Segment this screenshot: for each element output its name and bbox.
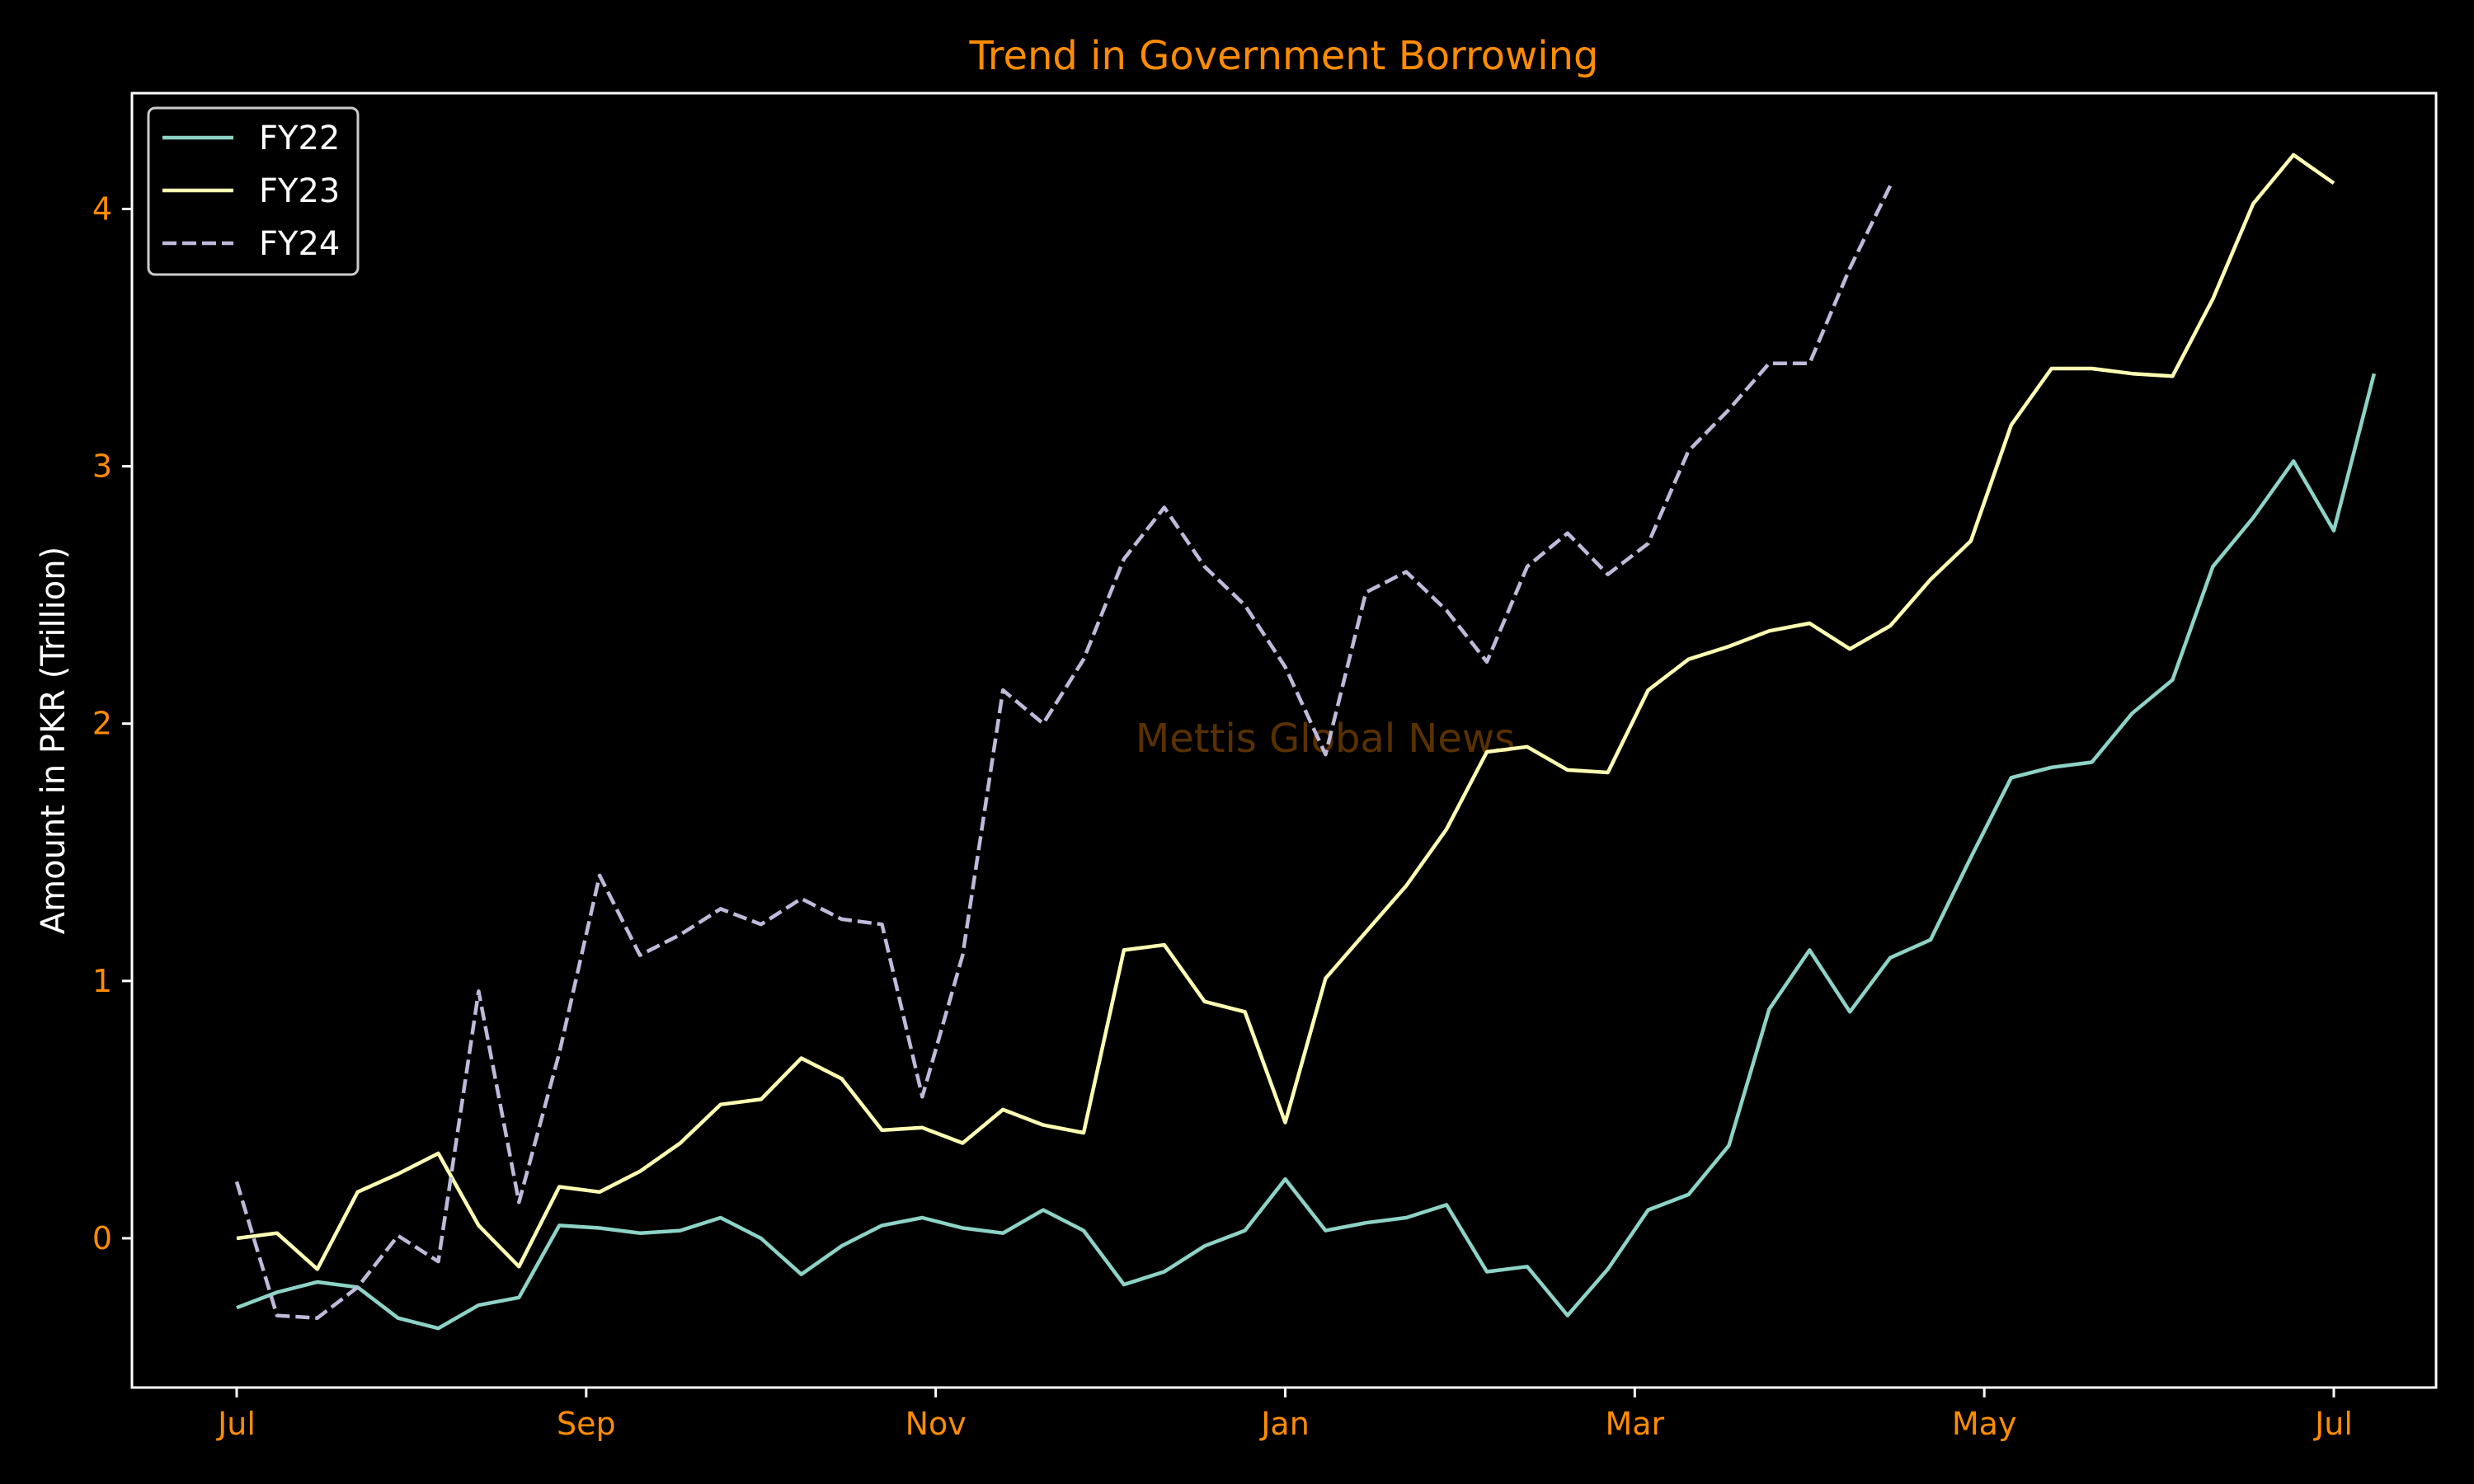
y-tick-label: 2: [92, 706, 112, 742]
y-tick-label: 3: [92, 448, 112, 485]
legend-label-fy22: FY22: [259, 120, 340, 157]
legend-label-fy24: FY24: [259, 225, 340, 263]
legend: FY22 FY23 FY24: [147, 106, 360, 276]
series-line-fy23: [236, 153, 2335, 1271]
x-tick-label: Jan: [1259, 1406, 1310, 1442]
y-tick-label: 4: [92, 190, 112, 227]
x-tick-label: Sep: [557, 1406, 616, 1442]
series-line-fy24: [234, 185, 1893, 1320]
y-tick-label: 0: [92, 1220, 112, 1256]
y-axis-title: Amount in PKR (Trillion): [35, 547, 73, 934]
x-axis-ticks: Jul Sep Nov Jan Mar May Jul: [216, 1388, 2353, 1442]
series-line-fy22: [236, 373, 2377, 1331]
y-tick-label: 1: [92, 963, 112, 999]
chart-title: Trend in Government Borrowing: [969, 33, 1599, 79]
y-axis-ticks: 0 1 2 3 4: [92, 190, 132, 1256]
x-tick-label: Nov: [905, 1406, 967, 1442]
x-tick-label: May: [1952, 1406, 2017, 1442]
legend-box: [147, 106, 360, 276]
x-tick-label: Mar: [1605, 1406, 1664, 1442]
x-tick-label: Jul: [216, 1406, 256, 1442]
series-lines: [234, 153, 2377, 1331]
legend-label-fy23: FY23: [259, 172, 340, 210]
x-tick-label: Jul: [2313, 1406, 2353, 1442]
